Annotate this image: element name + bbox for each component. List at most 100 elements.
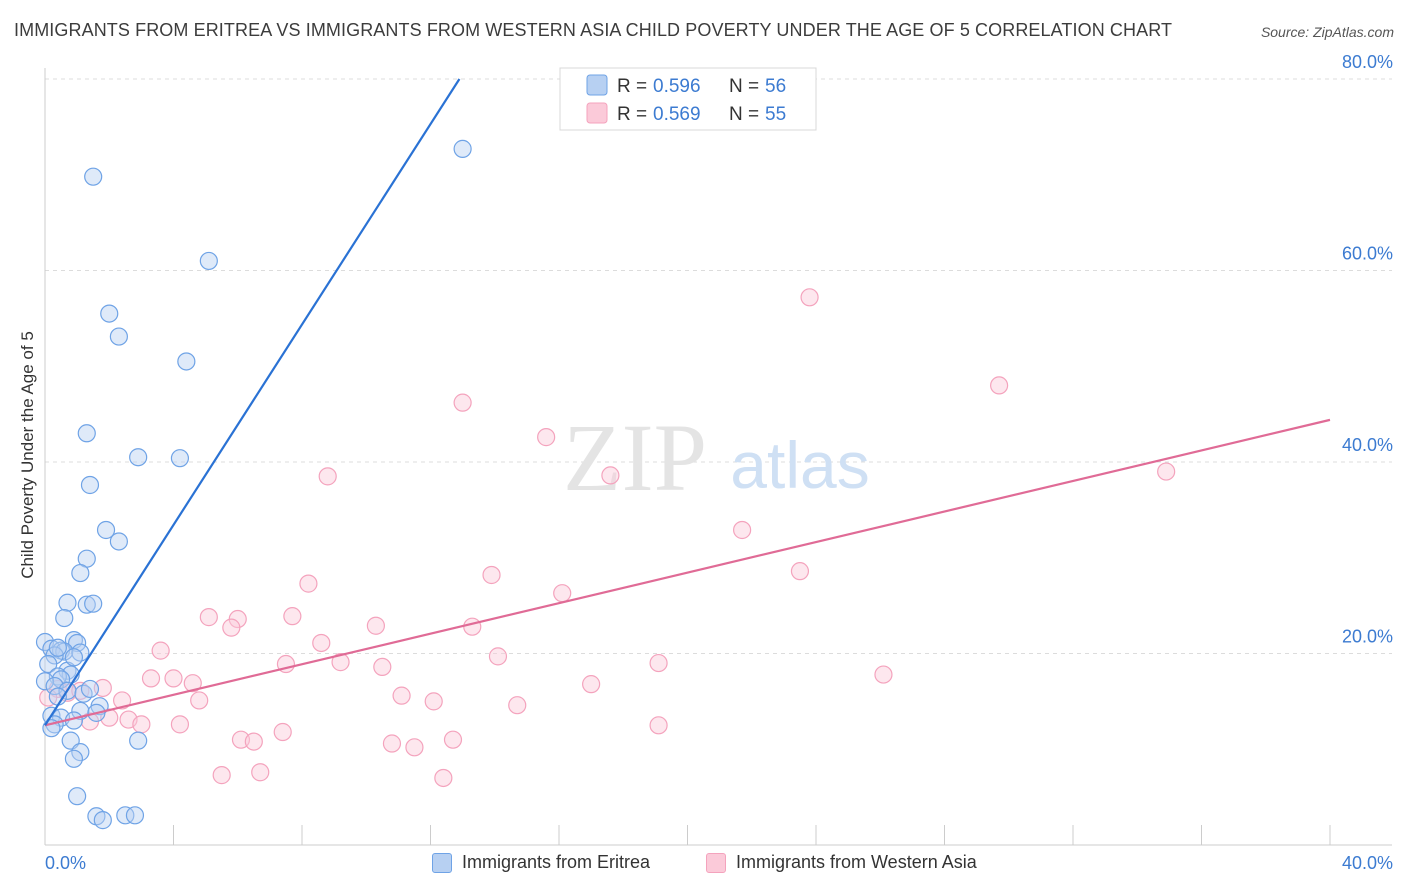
data-point-eritrea: [64, 648, 84, 667]
data-point-western-asia: [649, 716, 668, 735]
chart-source: Source: ZipAtlas.com: [1260, 24, 1394, 40]
y-tick-label: 60.0%: [1342, 244, 1393, 264]
y-axis-label: Child Poverty Under the Age of 5: [18, 331, 37, 579]
watermark-zip: ZIP: [563, 404, 707, 511]
grid-lines: [45, 78, 1392, 654]
data-point-western-asia: [199, 608, 218, 627]
y-tick-label: 40.0%: [1342, 435, 1393, 455]
data-point-western-asia: [190, 691, 209, 710]
data-point-eritrea: [64, 749, 84, 768]
legend-n-label-eritrea: N =: [729, 76, 759, 97]
data-point-eritrea: [116, 806, 135, 825]
legend-item-eritrea: Immigrants from Eritrea: [432, 852, 650, 873]
data-point-western-asia: [318, 467, 337, 486]
data-point-western-asia: [273, 722, 292, 742]
data-point-western-asia: [112, 691, 132, 710]
legend-swatch-western-asia: [586, 102, 608, 124]
trend-line-western-asia: [44, 418, 1331, 727]
data-point-western-asia: [553, 584, 572, 603]
data-point-western-asia: [331, 653, 350, 672]
data-point-eritrea: [80, 679, 100, 699]
data-point-eritrea: [39, 654, 58, 674]
series-eritrea: [35, 139, 472, 830]
axes: [44, 68, 1392, 846]
data-point-eritrea: [100, 304, 119, 323]
data-point-western-asia: [283, 607, 302, 626]
data-point-western-asia: [990, 376, 1009, 395]
data-point-western-asia: [790, 562, 810, 581]
data-point-western-asia: [582, 675, 601, 694]
legend-bottom: Immigrants from Eritrea Immigrants from …: [0, 852, 1406, 878]
legend-n-value-western-asia: 55: [765, 104, 786, 125]
data-point-western-asia: [382, 734, 402, 753]
data-point-eritrea: [68, 787, 87, 806]
data-point-western-asia: [141, 669, 161, 688]
trend-lines: [44, 78, 1331, 727]
data-point-western-asia: [373, 657, 392, 677]
series-western-asia: [39, 288, 1176, 788]
tick-labels: 20.0% 40.0% 60.0% 80.0% 0.0% 40.0%: [45, 52, 1393, 873]
chart-title: IMMIGRANTS FROM ERITREA VS IMMIGRANTS FR…: [14, 20, 1173, 40]
data-point-eritrea: [170, 449, 190, 468]
data-point-western-asia: [93, 678, 112, 698]
data-point-eritrea: [80, 475, 100, 495]
legend-swatch-western-asia-bottom: [706, 852, 726, 873]
data-point-western-asia: [424, 692, 443, 711]
trend-line-eritrea: [44, 78, 461, 726]
data-point-western-asia: [164, 669, 183, 688]
data-point-eritrea: [48, 638, 67, 657]
x-tick-label-max: 40.0%: [1342, 853, 1393, 873]
y-tick-label: 80.0%: [1342, 52, 1393, 72]
data-point-eritrea: [84, 594, 103, 613]
data-point-eritrea: [177, 352, 196, 371]
legend-r-value-western-asia: 0.569: [653, 104, 701, 125]
data-point-western-asia: [212, 766, 231, 785]
data-point-eritrea: [71, 743, 90, 762]
legend-swatch-eritrea: [586, 74, 608, 96]
legend-n-label-western-asia: N =: [729, 104, 759, 125]
data-point-western-asia: [170, 715, 190, 734]
data-point-western-asia: [222, 618, 241, 637]
data-point-western-asia: [132, 715, 151, 734]
data-point-western-asia: [244, 732, 263, 751]
data-point-western-asia: [537, 428, 556, 447]
data-point-eritrea: [109, 532, 128, 551]
data-point-western-asia: [874, 665, 893, 684]
legend-swatch-eritrea-bottom: [432, 852, 452, 873]
data-point-eritrea: [55, 608, 74, 628]
watermark-atlas: atlas: [730, 428, 869, 502]
data-point-western-asia: [392, 686, 411, 705]
watermark: ZIP atlas: [563, 404, 870, 511]
y-tick-label: 20.0%: [1342, 627, 1393, 647]
data-point-eritrea: [93, 811, 112, 830]
data-point-western-asia: [1157, 462, 1176, 481]
data-point-western-asia: [800, 288, 819, 307]
data-point-eritrea: [109, 327, 128, 346]
data-point-eritrea: [77, 595, 96, 614]
data-point-western-asia: [733, 520, 752, 540]
data-point-eritrea: [51, 670, 71, 689]
legend-label-eritrea: Immigrants from Eritrea: [462, 852, 651, 872]
legend-r-label-eritrea: R =: [617, 76, 647, 97]
legend-n-value-eritrea: 56: [765, 76, 786, 97]
legend-top: R = 0.596 N = 56 R = 0.569 N = 55: [559, 67, 817, 131]
data-point-eritrea: [199, 251, 218, 271]
data-point-western-asia: [312, 633, 331, 653]
legend-item-western-asia: Immigrants from Western Asia: [706, 852, 977, 873]
data-point-western-asia: [151, 641, 170, 660]
data-point-eritrea: [71, 563, 90, 583]
data-point-eritrea: [453, 139, 472, 158]
data-point-western-asia: [434, 768, 453, 788]
data-point-western-asia: [482, 565, 501, 585]
data-point-western-asia: [463, 617, 482, 636]
data-point-eritrea: [129, 448, 148, 467]
data-point-western-asia: [251, 763, 270, 782]
data-point-eritrea: [96, 520, 116, 540]
x-tick-label-min: 0.0%: [45, 853, 86, 873]
data-point-eritrea: [68, 633, 87, 653]
legend-label-western-asia: Immigrants from Western Asia: [736, 852, 977, 872]
data-point-eritrea: [58, 593, 77, 612]
data-point-eritrea: [77, 424, 96, 443]
data-point-western-asia: [299, 574, 318, 593]
